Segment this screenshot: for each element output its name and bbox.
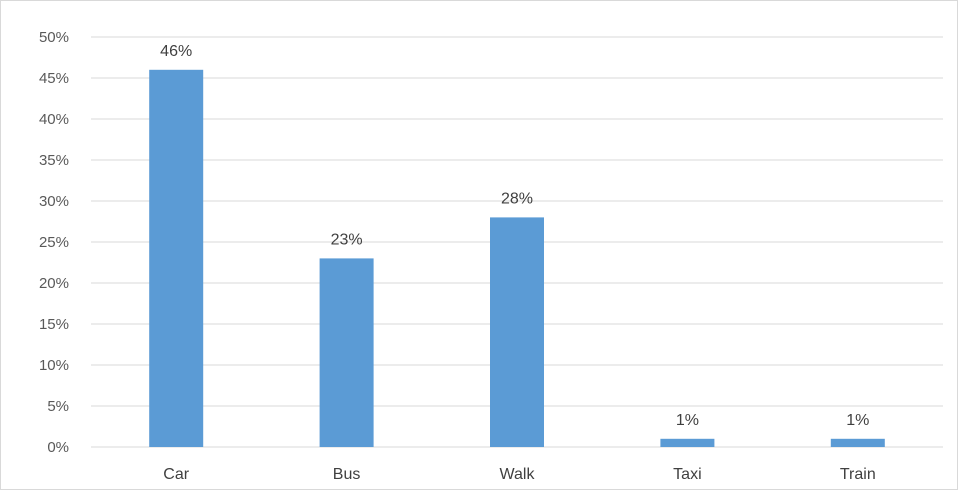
bar-bus (319, 258, 374, 447)
category-label: Car (163, 466, 189, 483)
data-labels: 46% 23% 28% 1% 1% (160, 43, 869, 429)
data-label: 46% (160, 43, 192, 60)
y-tick-label: 20% (39, 275, 69, 292)
bar-taxi (660, 438, 715, 447)
bar-car (149, 69, 204, 448)
y-tick-label: 30% (39, 193, 69, 210)
data-label: 1% (676, 412, 699, 429)
x-axis-category-labels: Car Bus Walk Taxi Train (163, 466, 875, 483)
bars (149, 69, 885, 448)
y-tick-label: 50% (39, 29, 69, 46)
y-tick-label: 40% (39, 111, 69, 128)
y-tick-label: 10% (39, 357, 69, 374)
category-label: Walk (500, 466, 536, 483)
data-label: 1% (846, 412, 869, 429)
y-tick-label: 15% (39, 316, 69, 333)
y-tick-label: 0% (47, 439, 69, 456)
category-label: Train (840, 466, 876, 483)
y-tick-label: 25% (39, 234, 69, 251)
category-label: Bus (333, 466, 361, 483)
data-label: 28% (501, 190, 533, 207)
y-tick-label: 45% (39, 70, 69, 87)
bar-walk (490, 217, 544, 447)
y-tick-label: 5% (47, 398, 69, 415)
y-tick-label: 35% (39, 152, 69, 169)
bar-train (830, 438, 885, 447)
data-label: 23% (331, 231, 363, 248)
y-axis-tick-labels: 0% 5% 10% 15% 20% 25% 30% 35% 40% 45% 50% (39, 29, 69, 456)
category-label: Taxi (673, 466, 701, 483)
